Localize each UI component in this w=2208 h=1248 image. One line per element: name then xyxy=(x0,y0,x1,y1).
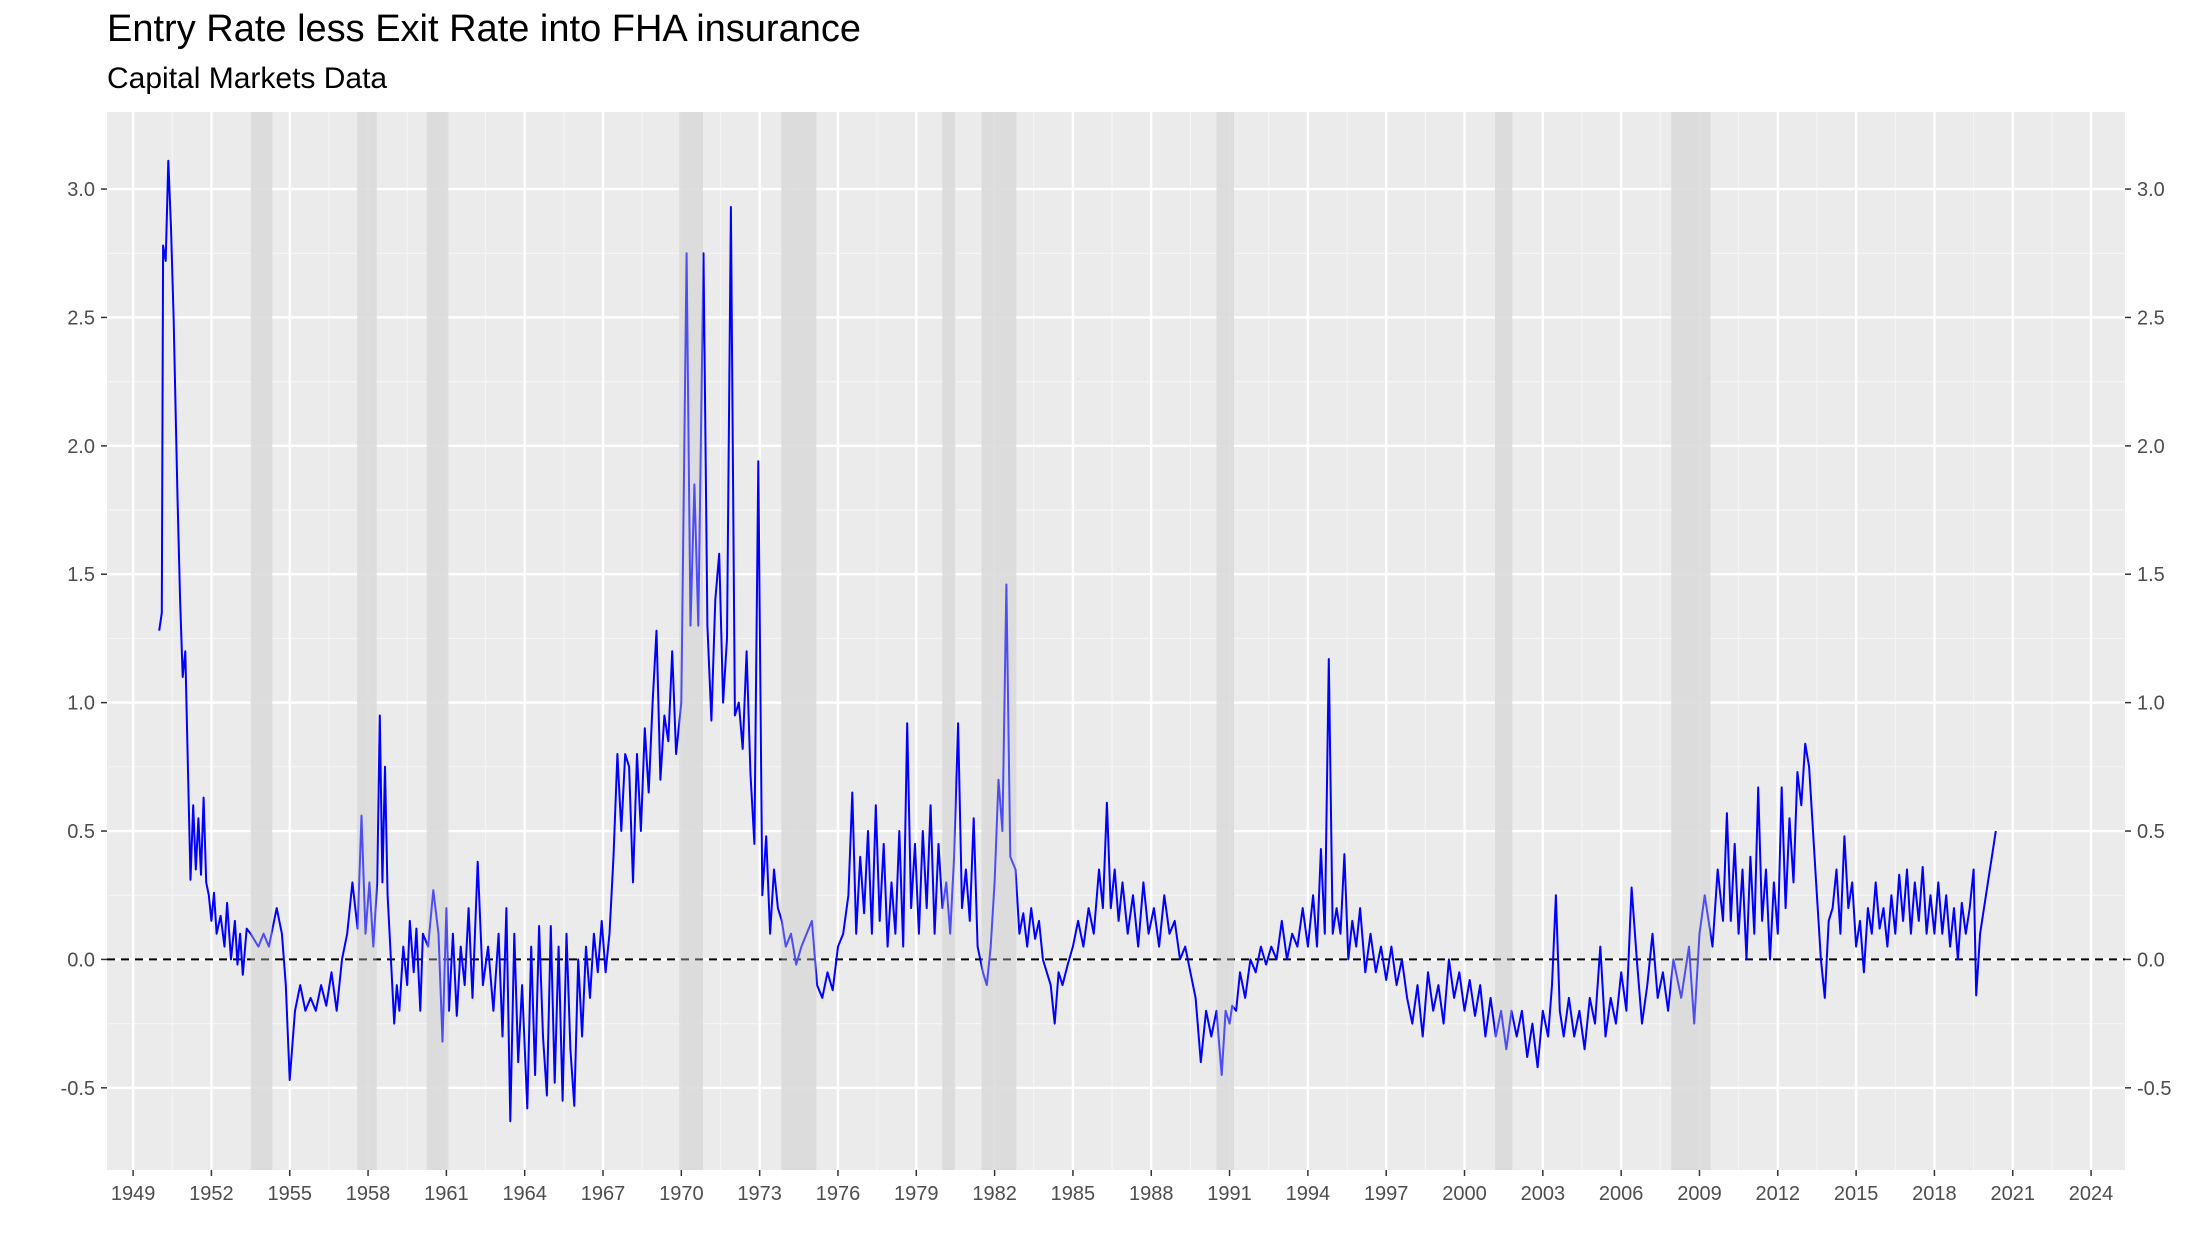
series-layer xyxy=(158,112,1997,1170)
recession-band xyxy=(1495,112,1513,1170)
y-tick-label-left: 2.5 xyxy=(67,307,95,329)
x-tick-label: 1952 xyxy=(189,1183,234,1205)
recession-band xyxy=(1216,112,1234,1170)
x-tick-label: 1991 xyxy=(1207,1183,1252,1205)
recession-overlay xyxy=(1216,112,1234,1170)
chart-subtitle: Capital Markets Data xyxy=(107,62,388,95)
x-tick-label: 2012 xyxy=(1756,1183,1801,1205)
x-tick-label: 1985 xyxy=(1051,1183,1096,1205)
x-tick-label: 1997 xyxy=(1364,1183,1409,1205)
x-tick-label: 1988 xyxy=(1129,1183,1174,1205)
y-tick-label-right: 0.0 xyxy=(2137,949,2165,971)
x-tick-label: 1958 xyxy=(346,1183,391,1205)
x-tick-label: 1970 xyxy=(659,1183,704,1205)
chart-title: Entry Rate less Exit Rate into FHA insur… xyxy=(107,8,861,50)
x-tick-label: 1982 xyxy=(972,1183,1017,1205)
x-tick-label: 1994 xyxy=(1286,1183,1331,1205)
y-axis-labels-left: -0.5 0.0 0.5 1.0 1.5 2.0 2.5 3.0 xyxy=(61,179,95,1100)
x-tick-label: 1973 xyxy=(737,1183,782,1205)
x-tick-label: 2018 xyxy=(1912,1183,1957,1205)
y-tick-label-left: 0.0 xyxy=(67,949,95,971)
recession-overlay xyxy=(942,112,956,1170)
x-tick-label: 2006 xyxy=(1599,1183,1644,1205)
series-line xyxy=(158,159,1997,1123)
x-tick-label: 1961 xyxy=(424,1183,469,1205)
recession-overlay xyxy=(679,112,704,1170)
x-tick-label: 1967 xyxy=(581,1183,626,1205)
recession-band xyxy=(1671,112,1711,1170)
recession-overlay xyxy=(357,112,377,1170)
x-tick-label: 2015 xyxy=(1834,1183,1879,1205)
recession-bands xyxy=(250,112,1711,1170)
x-tick-label: 1976 xyxy=(816,1183,861,1205)
y-tick-label-left: 1.0 xyxy=(67,693,95,715)
y-tick-label-right: 3.0 xyxy=(2137,179,2165,201)
x-axis-labels: 1949 1952 1955 1958 1961 1964 1967 1970 1973 1976… xyxy=(111,1183,2113,1205)
y-tick-label-left: 2.0 xyxy=(67,436,95,458)
x-tick-label: 2021 xyxy=(1990,1183,2035,1205)
recession-overlay xyxy=(981,112,1017,1170)
y-tick-label-right: 1.0 xyxy=(2137,693,2165,715)
recession-overlay xyxy=(250,112,273,1170)
recession-overlay xyxy=(781,112,817,1170)
recession-band xyxy=(981,112,1017,1170)
recession-band xyxy=(781,112,817,1170)
axis-ticks xyxy=(101,188,2131,1176)
x-tick-label: 2024 xyxy=(2069,1183,2114,1205)
recession-overlay xyxy=(1671,112,1711,1170)
recession-band xyxy=(250,112,273,1170)
x-tick-label: 1979 xyxy=(894,1183,939,1205)
x-tick-label: 2009 xyxy=(1677,1183,1722,1205)
recession-overlay xyxy=(1495,112,1513,1170)
x-tick-label: 2003 xyxy=(1521,1183,1566,1205)
y-tick-label-right: 1.5 xyxy=(2137,564,2165,586)
x-tick-label: 1949 xyxy=(111,1183,156,1205)
y-axis-labels-right: -0.5 0.0 0.5 1.0 1.5 2.0 2.5 3.0 xyxy=(2137,179,2171,1100)
x-tick-label: 2000 xyxy=(1442,1183,1487,1205)
x-tick-label: 1955 xyxy=(267,1183,312,1205)
plot-panel xyxy=(107,112,2125,1170)
y-tick-label-left: -0.5 xyxy=(61,1078,95,1100)
y-tick-label-right: 2.0 xyxy=(2137,436,2165,458)
y-tick-label-left: 3.0 xyxy=(67,179,95,201)
y-tick-label-left: 0.5 xyxy=(67,821,95,843)
y-tick-label-right: 2.5 xyxy=(2137,307,2165,329)
y-tick-label-right: 0.5 xyxy=(2137,821,2165,843)
recession-overlay xyxy=(426,112,449,1170)
y-tick-label-left: 1.5 xyxy=(67,564,95,586)
x-tick-label: 1964 xyxy=(502,1183,547,1205)
y-tick-label-right: -0.5 xyxy=(2137,1078,2171,1100)
